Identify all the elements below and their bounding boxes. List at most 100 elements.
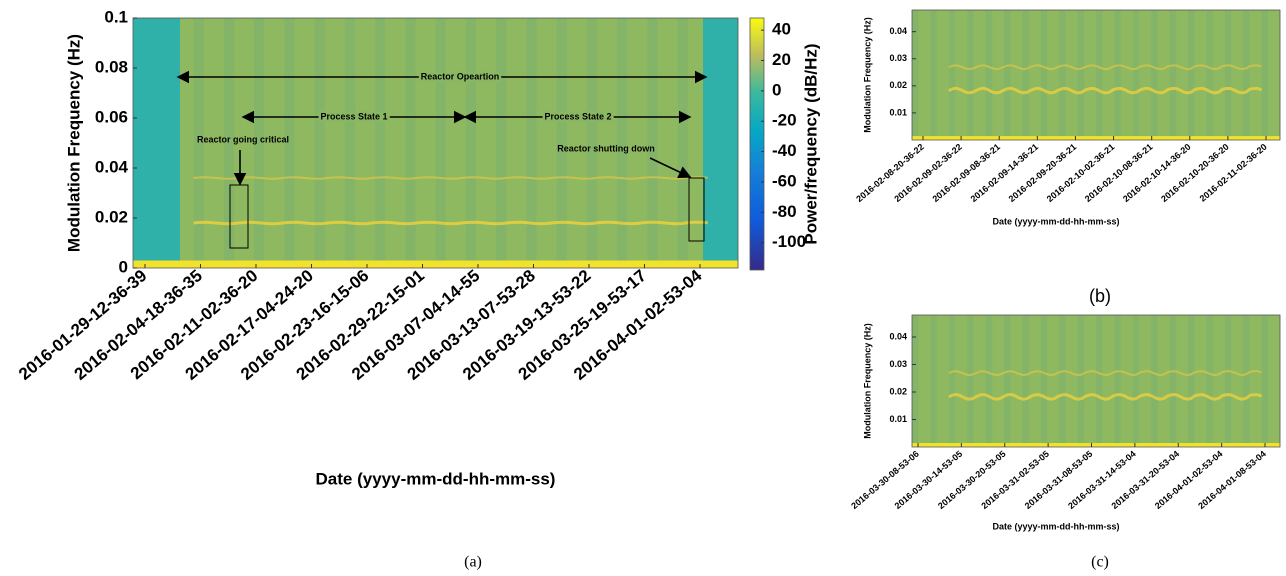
spectrogram-texture: [213, 18, 225, 268]
y-tick-label: 0.04: [889, 331, 907, 341]
spectrogram-texture: [936, 10, 944, 140]
spectrogram-texture: [997, 315, 1005, 447]
spectrogram-texture: [465, 18, 477, 268]
x-axis-label: Date (yyyy-mm-dd-hh-mm-ss): [992, 521, 1119, 531]
spectrogram-texture: [284, 18, 295, 268]
spectrogram-texture: [1151, 315, 1158, 447]
spectrogram-texture: [1157, 315, 1164, 447]
spectrogram-texture: [536, 18, 547, 268]
spectrogram-texture: [1059, 10, 1066, 140]
spectrogram-texture: [1255, 10, 1263, 140]
spectrogram-texture: [1046, 10, 1054, 140]
spectrogram-texture: [697, 18, 709, 268]
spectrogram-texture: [1083, 315, 1091, 447]
spectrogram-texture: [485, 18, 497, 268]
y-tick-label: 0.03: [889, 53, 907, 63]
spectrogram-texture: [973, 315, 980, 447]
spectrogram-texture: [354, 18, 366, 268]
spectrogram-texture: [1175, 315, 1183, 447]
spectrogram-texture: [997, 10, 1005, 140]
spectrogram-texture: [1230, 315, 1238, 447]
spectrogram-texture: [1126, 10, 1134, 140]
spectrogram-texture: [1181, 315, 1189, 447]
spectrogram-texture: [1040, 10, 1048, 140]
annotation-arrow: [649, 157, 692, 178]
caption: (b): [1089, 286, 1111, 306]
spectrogram-texture: [1010, 10, 1017, 140]
spectrogram-texture: [264, 18, 275, 268]
spectrogram-texture: [979, 315, 987, 447]
spectrogram-texture: [1077, 315, 1085, 447]
spectrogram-texture: [233, 18, 245, 268]
spectrogram-texture: [1120, 315, 1128, 447]
spectrogram-texture: [1096, 315, 1103, 447]
spectrogram-texture: [961, 10, 968, 140]
spectrogram-texture: [1096, 10, 1103, 140]
colorbar-tick-label: -100: [772, 232, 806, 251]
colorbar-tick-label: -20: [772, 111, 797, 130]
spectrogram-texture: [1010, 315, 1017, 447]
spectrogram-ridge: [948, 392, 1263, 401]
spectrogram-texture: [1108, 315, 1115, 447]
spectrogram-texture: [1163, 315, 1171, 447]
colorbar: [749, 17, 765, 271]
spectrogram-texture: [1071, 315, 1079, 447]
colorbar-tick-label: 0: [772, 80, 781, 99]
y-tick-label: 0.02: [95, 207, 128, 226]
spectrogram-texture: [274, 18, 285, 268]
spectrogram-texture: [1249, 10, 1256, 140]
spectrogram-texture: [516, 18, 527, 268]
spectrogram-texture: [1157, 10, 1164, 140]
spectrogram-texture: [1022, 10, 1030, 140]
spectrogram-texture: [1224, 10, 1232, 140]
spectrogram-texture: [985, 10, 993, 140]
spectrogram-texture: [435, 18, 447, 268]
spectrogram-texture: [1151, 10, 1158, 140]
colorbar-tick-label: -60: [772, 171, 797, 190]
spectrogram-texture: [364, 18, 376, 268]
spectrogram-texture: [912, 10, 919, 140]
spectrogram-texture: [1053, 10, 1060, 140]
spectrogram-texture: [1169, 10, 1177, 140]
y-axis-label: Modulation Frequency (Hz): [64, 34, 83, 252]
spectrogram-texture: [1016, 10, 1023, 140]
spectrogram-texture: [1108, 10, 1115, 140]
x-tick-label: 2016-02-10-02-36-21: [1045, 142, 1117, 204]
x-tick-label: 2016-02-11-02-36-20: [1198, 142, 1269, 204]
spectrogram-texture: [918, 10, 925, 140]
spectrogram-texture: [1163, 10, 1171, 140]
spectrogram-texture: [1145, 315, 1152, 447]
colorbar-tick-label: -80: [772, 202, 797, 221]
y-tick-label: 0.03: [889, 359, 907, 369]
spectrogram-texture: [954, 10, 962, 140]
spectrogram-texture: [1046, 315, 1054, 447]
spectrogram-texture: [1138, 10, 1146, 140]
y-tick-label: 0.06: [95, 107, 128, 126]
spectrogram-texture: [203, 18, 215, 268]
annotation-box: [688, 177, 705, 242]
caption: (c): [1091, 554, 1109, 571]
spectrogram-texture: [586, 18, 598, 268]
spectrogram-texture: [1138, 315, 1146, 447]
spectrogram-texture: [930, 10, 938, 140]
spectrogram-texture: [1224, 315, 1232, 447]
colorbar-tick-label: 40: [772, 20, 791, 39]
spectrogram-texture: [254, 18, 265, 268]
spectrogram-texture: [1102, 10, 1109, 140]
spectrogram-texture: [637, 18, 648, 268]
y-tick-label: 0.08: [95, 57, 128, 76]
spectrogram-texture: [405, 18, 416, 268]
spectrogram-texture: [1071, 10, 1079, 140]
spectrogram-texture: [1077, 10, 1085, 140]
y-tick-label: 0.01: [889, 107, 907, 117]
spectrogram-texture: [930, 315, 938, 447]
spectrogram-texture: [1194, 315, 1201, 447]
spectrogram-texture: [1089, 315, 1097, 447]
spectrogram-texture: [1200, 315, 1207, 447]
spectrogram-texture: [1267, 10, 1275, 140]
spectrogram-texture: [1065, 315, 1072, 447]
spectrogram-texture: [936, 315, 944, 447]
x-tick-label: 2016-02-10-08-36-21: [1083, 142, 1155, 204]
spectrogram-texture: [961, 315, 968, 447]
y-tick-label: 0.02: [889, 80, 907, 90]
